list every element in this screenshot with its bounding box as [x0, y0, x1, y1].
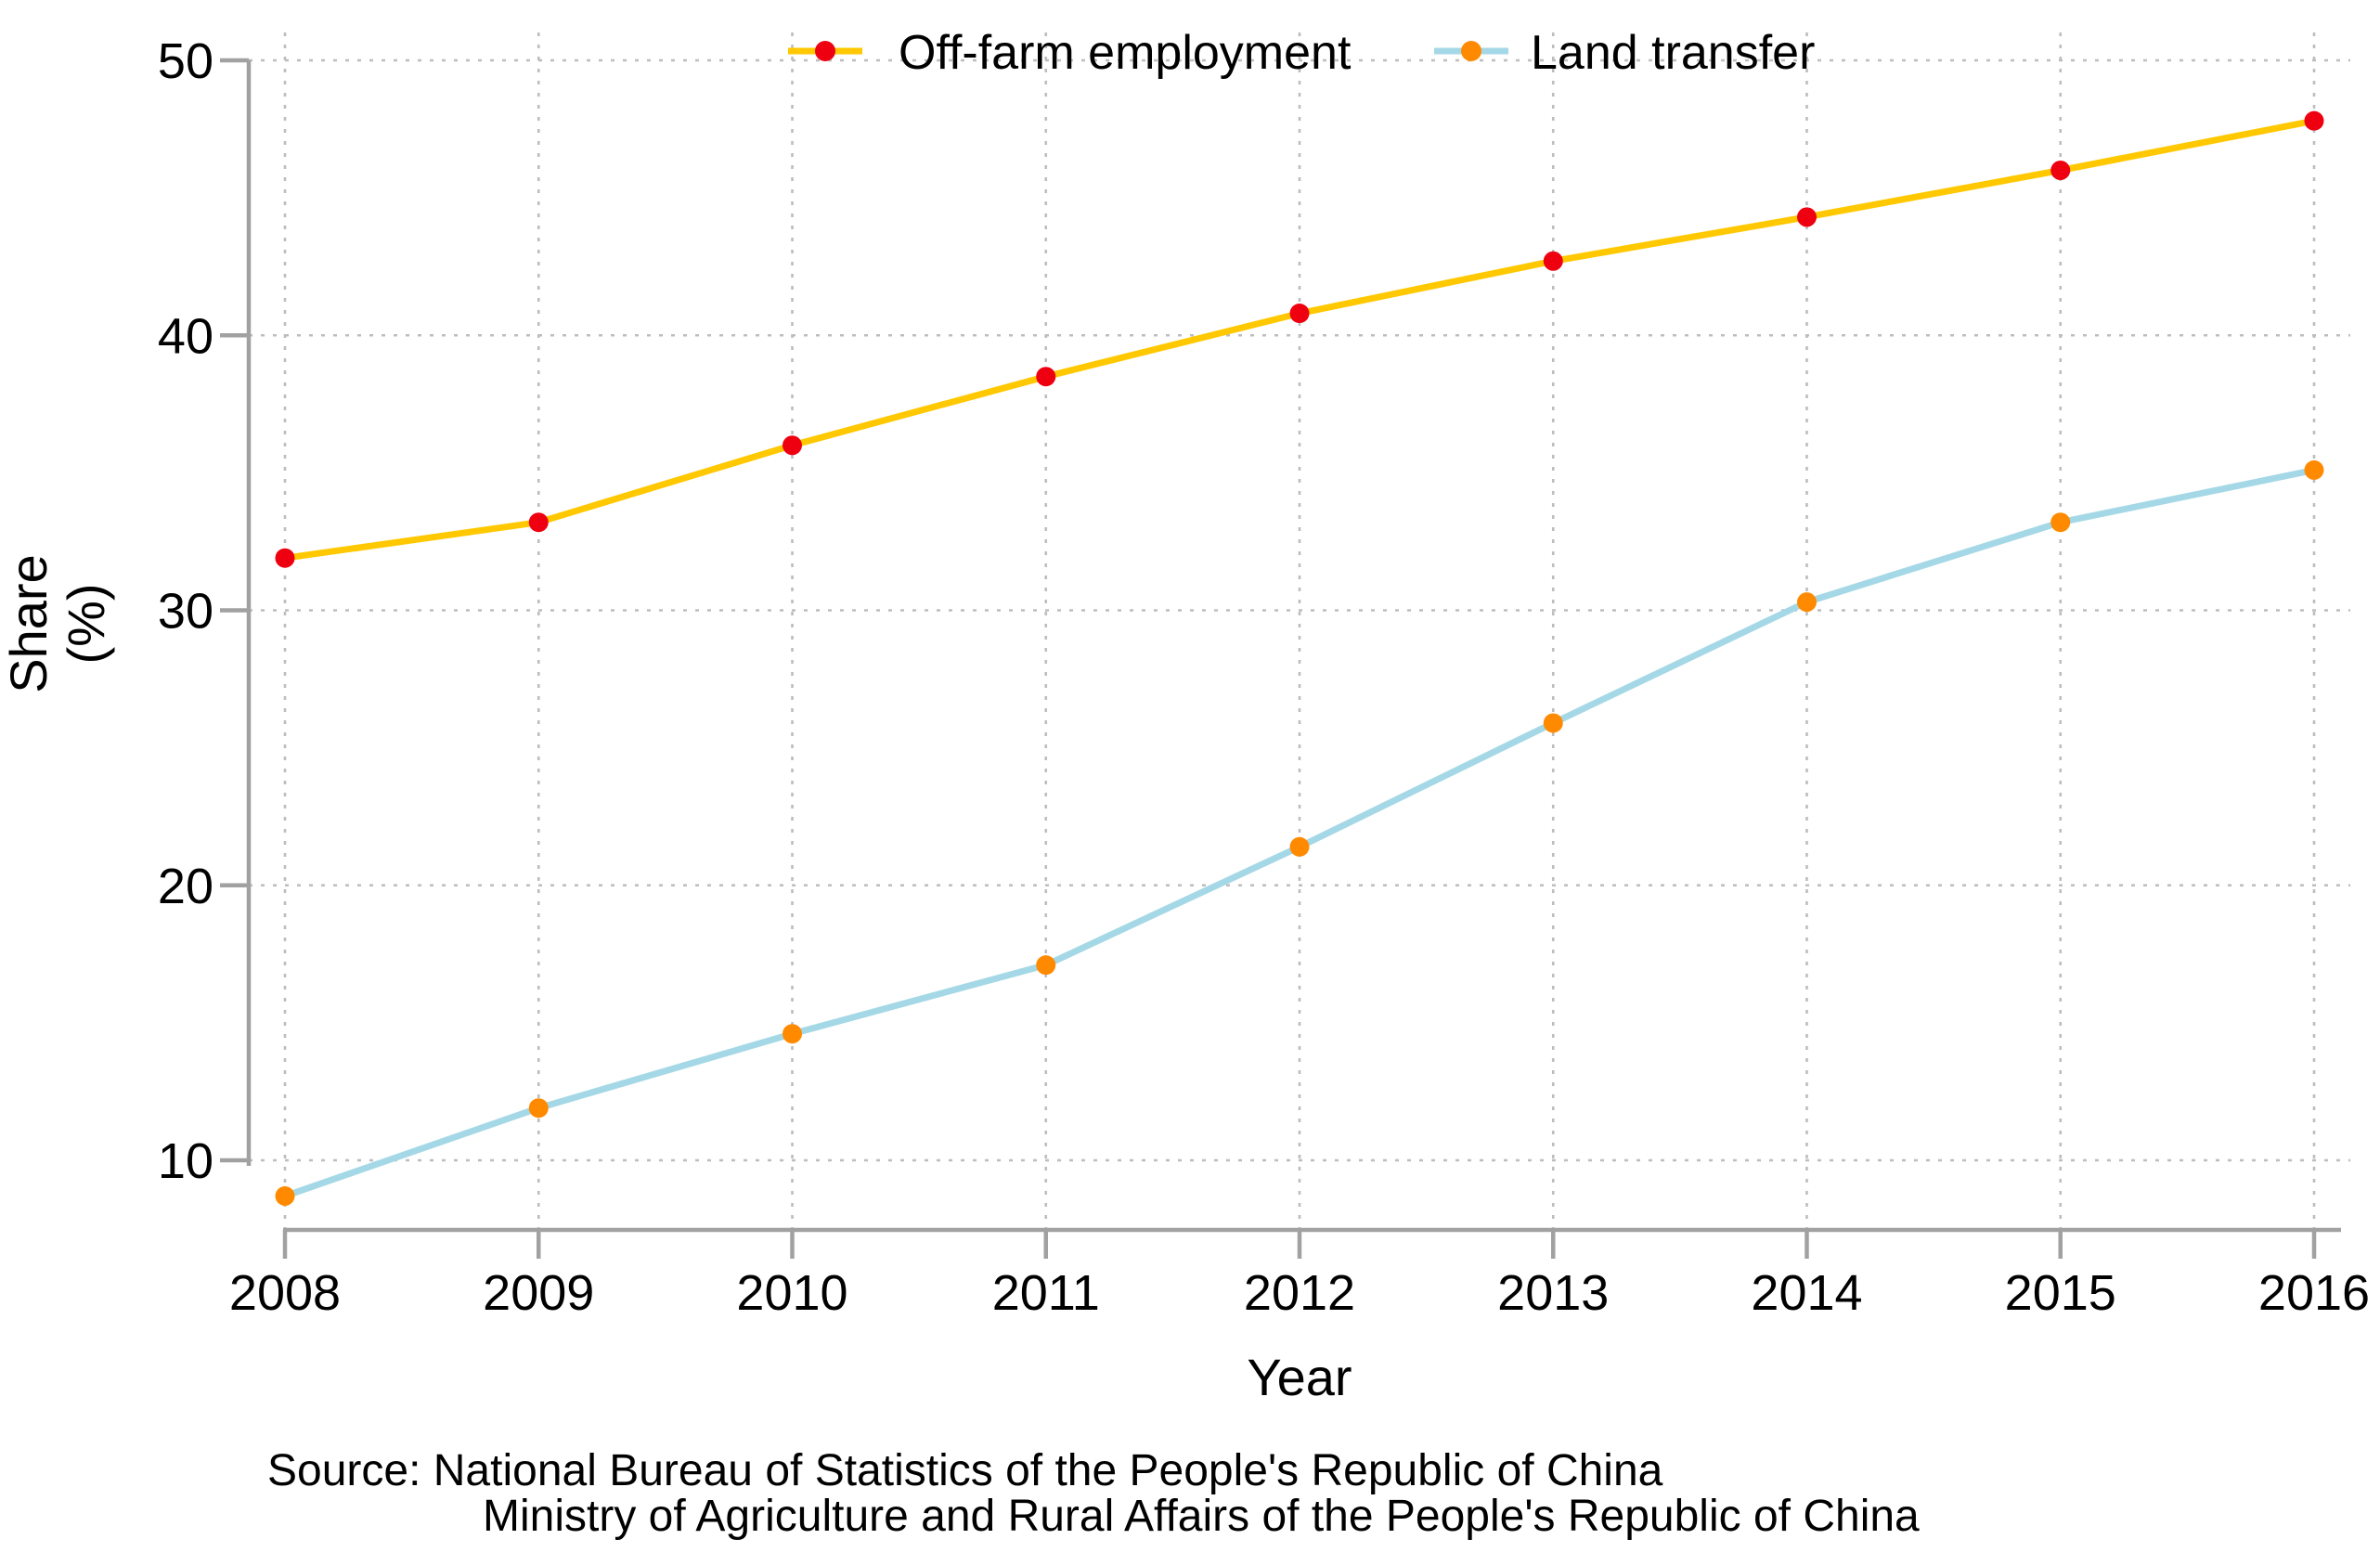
data-point-marker: [1797, 592, 1817, 613]
legend-swatch-marker: [815, 41, 835, 61]
series-off-farm-employment: [275, 110, 2324, 568]
legend-label: Off-farm employment: [899, 26, 1352, 80]
axes: [220, 58, 2341, 1259]
data-point-marker: [1036, 955, 1056, 976]
data-point-marker: [2304, 459, 2324, 480]
data-point-marker: [1797, 207, 1817, 227]
x-tick-label: 2013: [1497, 1265, 1609, 1321]
y-axis-title-line1: Share: [0, 554, 58, 692]
y-axis-title-line2: (%): [57, 583, 115, 664]
x-axis-title: Year: [1247, 1348, 1352, 1406]
data-point-marker: [1289, 304, 1310, 324]
legend-item: Land transfer: [1434, 26, 1815, 80]
x-tick-label: 2010: [736, 1265, 847, 1321]
series-land-transfer: [275, 459, 2324, 1207]
x-tick-label: 2014: [1751, 1265, 1862, 1321]
data-point-marker: [275, 1186, 295, 1207]
y-tick-label: 20: [158, 859, 213, 914]
x-tick-label: 2009: [483, 1265, 594, 1321]
y-tick-label: 10: [158, 1133, 213, 1189]
x-tick-label: 2015: [2005, 1265, 2116, 1321]
x-tick-label: 2008: [229, 1265, 341, 1321]
data-point-marker: [528, 1098, 549, 1119]
y-tick-label: 40: [158, 308, 213, 364]
data-point-marker: [783, 1024, 802, 1044]
x-tick-label: 2012: [1244, 1265, 1355, 1321]
data-point-marker: [2304, 110, 2324, 131]
x-tick-label: 2011: [992, 1265, 1100, 1321]
legend-swatch-marker: [1461, 41, 1481, 61]
legend-label: Land transfer: [1531, 26, 1815, 80]
data-point-marker: [2050, 161, 2071, 180]
data-point-marker: [1036, 367, 1056, 387]
data-point-marker: [528, 512, 549, 533]
plot-gridlines: [249, 32, 2350, 1230]
data-point-marker: [1543, 713, 1563, 733]
source-note-line-2: Ministry of Agriculture and Rural Affair…: [483, 1492, 1920, 1541]
y-tick-label: 30: [158, 584, 213, 640]
data-point-marker: [275, 548, 295, 568]
source-note-line-1: Source: National Bureau of Statistics of…: [267, 1446, 1663, 1495]
legend: Off-farm employment Land transfer: [788, 26, 1815, 80]
data-point-marker: [783, 435, 802, 456]
data-point-marker: [1289, 836, 1310, 857]
data-point-marker: [1543, 251, 1563, 271]
legend-item: Off-farm employment: [788, 26, 1352, 80]
tick-labels: 10 20 30 40 50 2008 2009 2010 2011 2012 2013 2014 20…: [158, 33, 2370, 1321]
y-tick-label: 50: [158, 33, 213, 89]
data-point-marker: [2050, 512, 2071, 533]
x-tick-label: 2016: [2258, 1265, 2370, 1321]
